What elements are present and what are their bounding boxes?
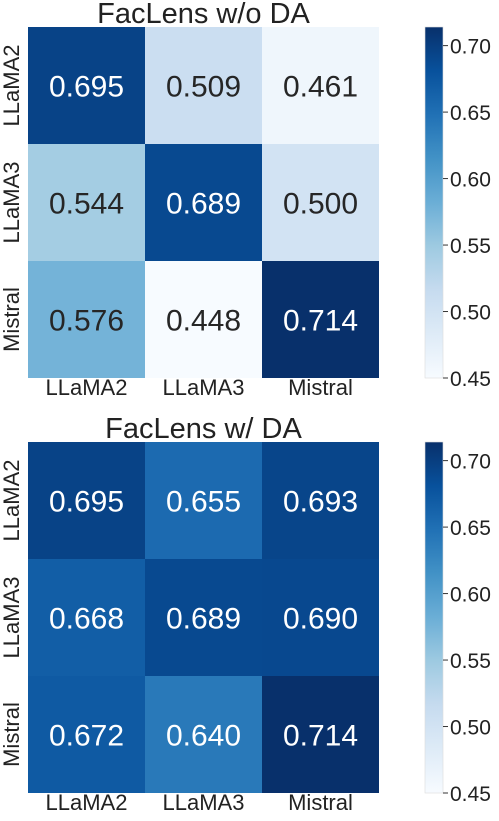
- row-tick-label: LLaMA2: [0, 460, 24, 542]
- cell-value-label: 0.448: [166, 305, 241, 338]
- cell-value-label: 0.461: [283, 71, 358, 104]
- row-tick-label: LLaMA3: [0, 577, 24, 659]
- cell-value-label: 0.695: [49, 71, 124, 104]
- heatmap-cell: [145, 144, 262, 261]
- colorbar-tick-label: 0.60: [450, 584, 491, 607]
- cell-value-label: 0.672: [49, 720, 124, 753]
- heatmap-cell: [262, 559, 379, 676]
- row-tick-label: LLaMA2: [0, 45, 24, 127]
- heatmap-cell: [262, 144, 379, 261]
- heatmap-cell: [145, 27, 262, 144]
- column-tick-label: LLaMA3: [163, 375, 245, 400]
- heatmap-cell: [145, 261, 262, 378]
- heatmap-panel-1: FacLens w/o DA 0.695 0.509 0.461 0.544 0.689 0…: [0, 0, 491, 400]
- heatmap-cell: [28, 676, 145, 793]
- heatmap-cell: [262, 676, 379, 793]
- cell-value-label: 0.576: [49, 305, 124, 338]
- colorbar-tick-label: 0.65: [450, 517, 491, 540]
- colorbar: [424, 26, 444, 379]
- cell-value-label: 0.509: [166, 71, 241, 104]
- cell-value-label: 0.500: [283, 188, 358, 221]
- cell-value-label: 0.689: [166, 603, 241, 636]
- heatmap-cell: [28, 27, 145, 144]
- colorbar: [424, 441, 444, 794]
- heatmap-cell: [262, 442, 379, 559]
- column-tick-label: Mistral: [288, 790, 353, 815]
- heatmap-cell: [28, 442, 145, 559]
- heatmap-cell: [28, 144, 145, 261]
- heatmap-panel-2: FacLens w/ DA 0.695 0.655 0.693 0.668 0.689 0.…: [0, 413, 491, 815]
- colorbar-tick-label: 0.55: [450, 235, 491, 258]
- column-tick-label: LLaMA2: [46, 375, 128, 400]
- cell-value-label: 0.544: [49, 188, 124, 221]
- cell-value-label: 0.640: [166, 720, 241, 753]
- cell-value-label: 0.655: [166, 486, 241, 519]
- cell-value-label: 0.668: [49, 603, 124, 636]
- colorbar-tick-label: 0.70: [450, 451, 491, 474]
- colorbar-tick-label: 0.50: [450, 302, 491, 325]
- cell-value-label: 0.689: [166, 188, 241, 221]
- colorbar-tick-label: 0.45: [450, 368, 491, 391]
- column-tick-label: Mistral: [288, 375, 353, 400]
- heatmap-cell: [28, 261, 145, 378]
- row-tick-label: Mistral: [0, 287, 24, 352]
- cell-value-label: 0.714: [283, 305, 358, 338]
- column-tick-label: LLaMA2: [46, 790, 128, 815]
- heatmap-title: FacLens w/ DA: [105, 413, 302, 445]
- colorbar-tick-label: 0.55: [450, 650, 491, 673]
- heatmap-cell: [262, 261, 379, 378]
- colorbar-tick-label: 0.60: [450, 169, 491, 192]
- cell-value-label: 0.695: [49, 486, 124, 519]
- cell-value-label: 0.714: [283, 720, 358, 753]
- colorbar-tick-label: 0.65: [450, 102, 491, 125]
- heatmap-cell: [145, 676, 262, 793]
- heatmap-title: FacLens w/o DA: [97, 0, 310, 30]
- heatmap-cell: [262, 27, 379, 144]
- row-tick-label: LLaMA3: [0, 162, 24, 244]
- cell-value-label: 0.690: [283, 603, 358, 636]
- colorbar-tick-label: 0.45: [450, 783, 491, 806]
- colorbar-tick-label: 0.70: [450, 36, 491, 59]
- column-tick-label: LLaMA3: [163, 790, 245, 815]
- colorbar-tick-label: 0.50: [450, 717, 491, 740]
- heatmap-cell: [145, 442, 262, 559]
- cell-value-label: 0.693: [283, 486, 358, 519]
- heatmap-cell: [28, 559, 145, 676]
- row-tick-label: Mistral: [0, 702, 24, 767]
- heatmap-cell: [145, 559, 262, 676]
